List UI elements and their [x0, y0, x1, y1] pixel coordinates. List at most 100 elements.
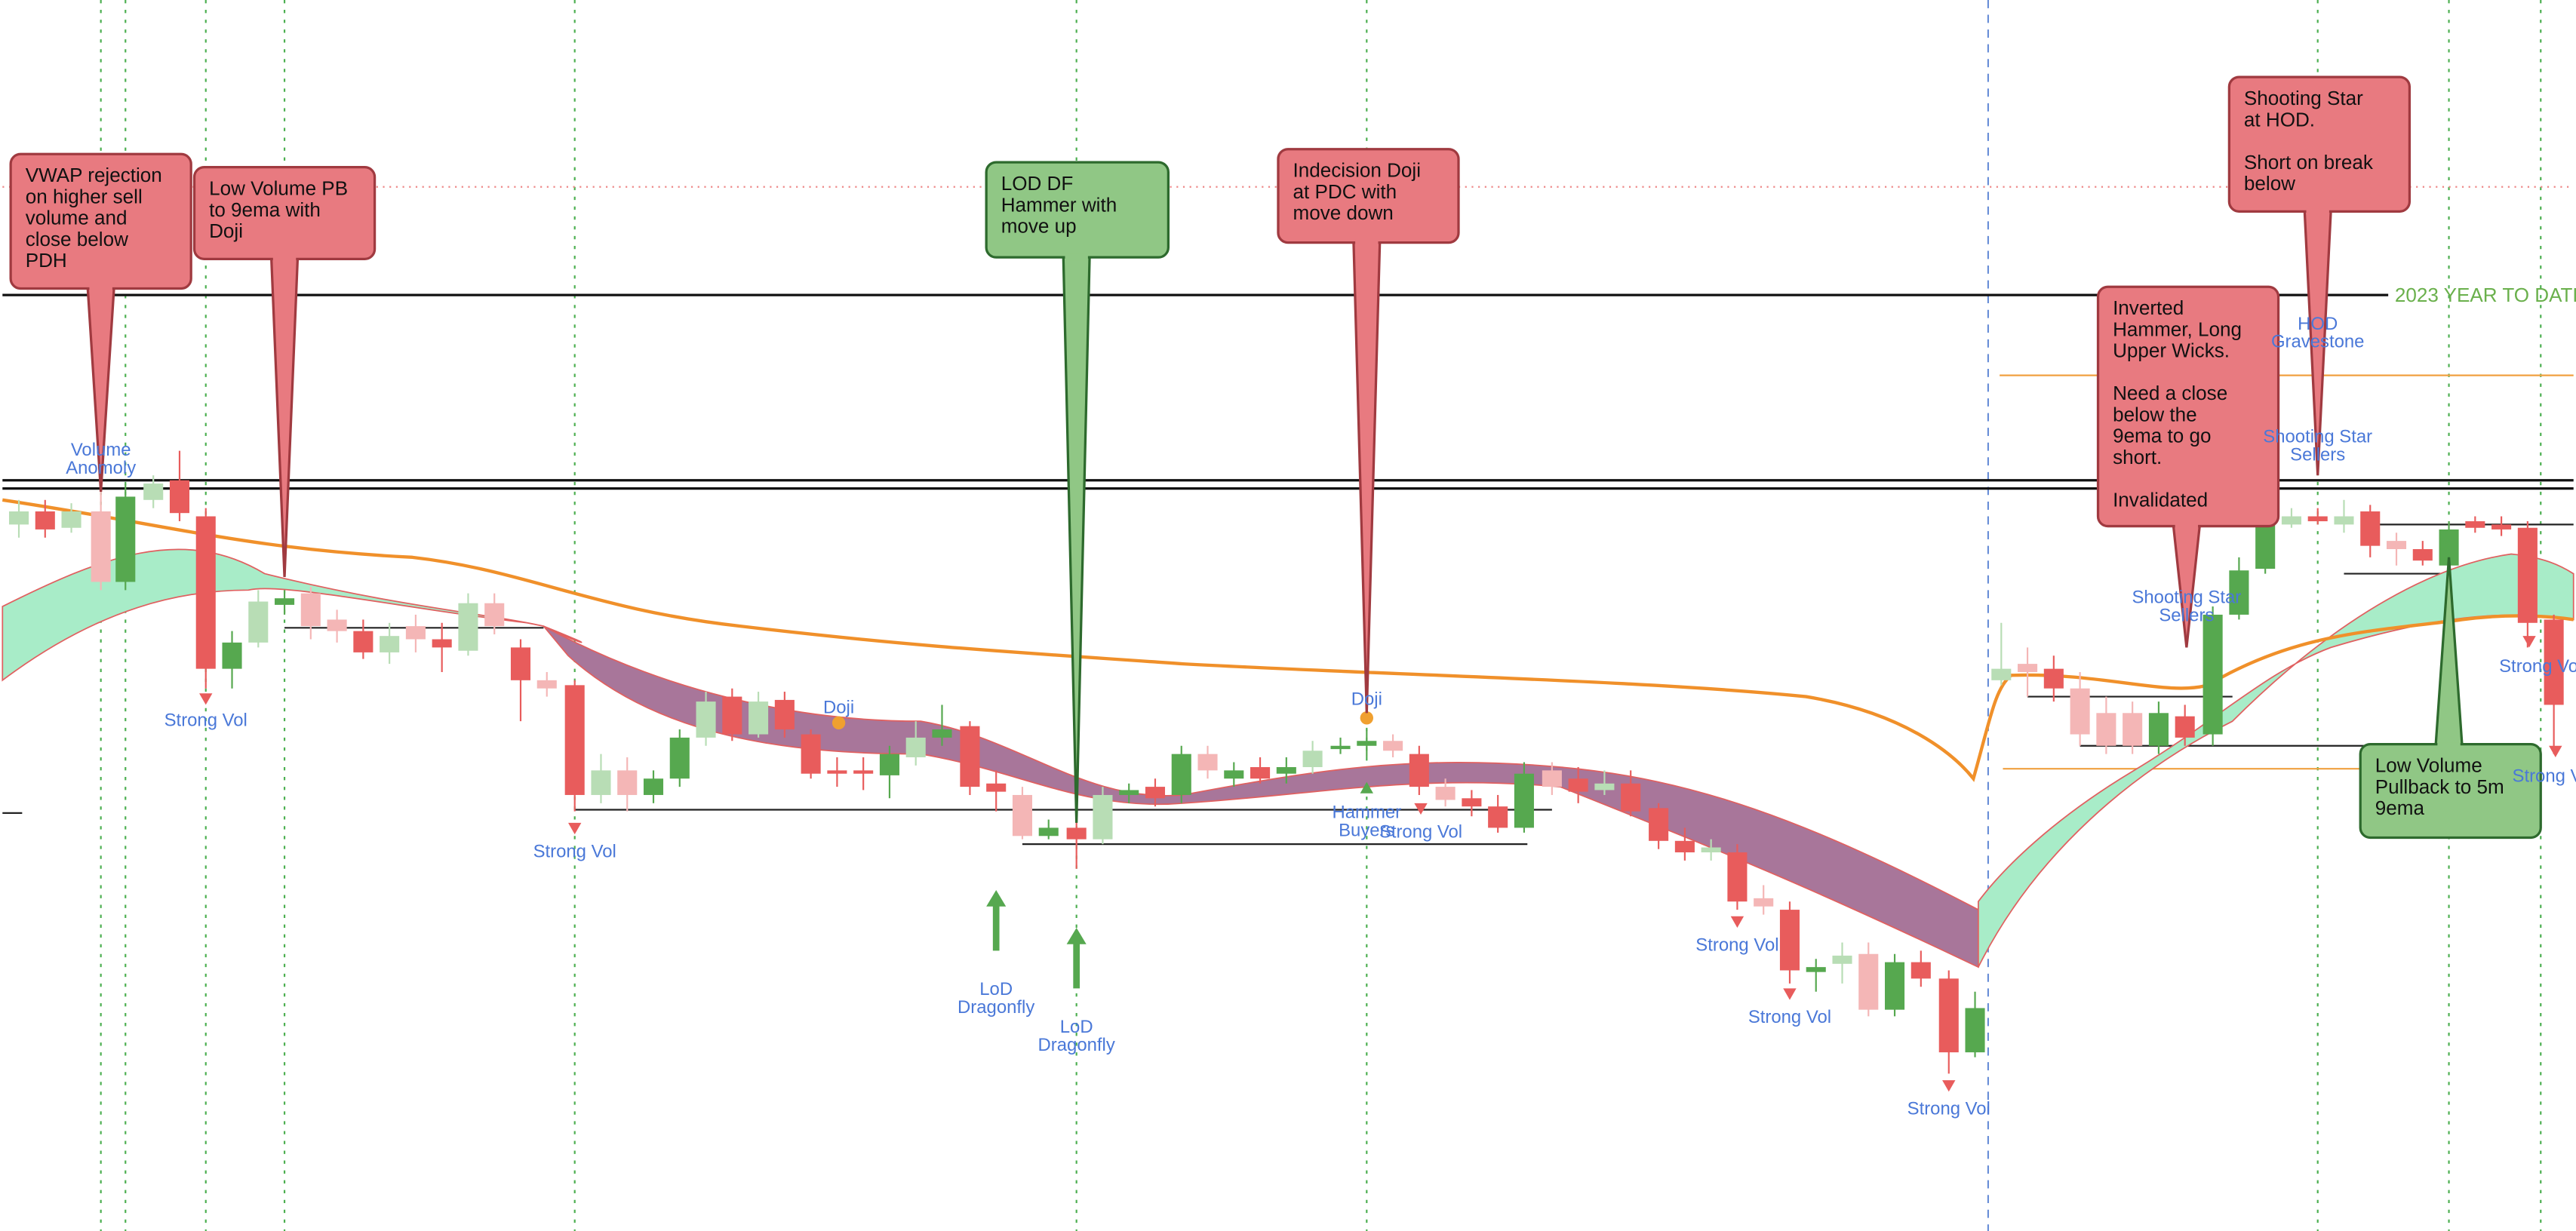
- candle-body: [2334, 516, 2354, 525]
- candle-body: [1012, 794, 1032, 837]
- candle-body: [1701, 847, 1721, 853]
- candle-body: [1330, 745, 1351, 750]
- candle-body: [643, 778, 664, 795]
- callout-text: Hammer, Long: [2113, 318, 2242, 340]
- candle-body: [1858, 953, 1879, 1010]
- candle-body: [1910, 962, 1931, 979]
- candle-body: [353, 631, 373, 652]
- candle-body: [432, 639, 452, 648]
- candle-body: [8, 511, 29, 525]
- callout-text: 9ema to go: [2113, 425, 2211, 447]
- signal-label: Strong Vol: [533, 842, 616, 862]
- candle-body: [1224, 770, 1244, 779]
- doji-dot: [1360, 711, 1374, 725]
- signal-label: Hammer: [1333, 802, 1402, 822]
- candle-body: [1832, 955, 1852, 964]
- candle-body: [1568, 778, 1588, 792]
- candle-body: [986, 783, 1007, 792]
- candle-body: [1145, 787, 1166, 799]
- candle-body: [617, 770, 638, 795]
- signal-label: HOD: [2298, 314, 2338, 334]
- candle-body: [2517, 527, 2538, 623]
- candle-body: [1093, 794, 1113, 840]
- candle-body: [1514, 773, 1534, 828]
- callout-text: on higher sell: [26, 185, 143, 207]
- candle-body: [300, 593, 321, 627]
- candle-body: [1938, 978, 1959, 1053]
- candle-body: [853, 770, 874, 774]
- candle-body: [35, 511, 55, 530]
- candle-body: [458, 603, 478, 651]
- candle-body: [1806, 967, 1826, 972]
- candle-body: [1383, 741, 1403, 751]
- callout-text: Inverted: [2113, 296, 2184, 319]
- candle-body: [722, 696, 742, 735]
- candle-body: [1594, 783, 1615, 790]
- candle-body: [1779, 910, 1800, 971]
- candle-body: [2281, 516, 2301, 525]
- candle-body: [1119, 790, 1139, 795]
- callout-seam: [2437, 742, 2461, 750]
- candle-body: [2307, 516, 2328, 522]
- candle-body: [1302, 751, 1323, 768]
- candle-body: [1621, 783, 1641, 812]
- callout-text: Low Volume: [2375, 754, 2482, 777]
- callout-text: Hammer with: [1001, 193, 1117, 216]
- candle-body: [1649, 808, 1669, 841]
- signal-label: Buyers: [1339, 820, 1394, 840]
- callout-text: Short on break: [2244, 151, 2374, 173]
- candle-body: [1991, 668, 2012, 680]
- callout-text: Indecision Doji: [1293, 159, 1422, 182]
- candle-body: [248, 601, 269, 643]
- candle-body: [696, 701, 716, 738]
- candle-body: [536, 680, 557, 689]
- candle-body: [2412, 548, 2433, 561]
- candle-body: [275, 598, 295, 605]
- callout-text: close below: [26, 228, 128, 250]
- candle-body: [2148, 713, 2169, 746]
- candle-body: [169, 480, 190, 514]
- candle-body: [827, 770, 847, 774]
- signal-label: Sellers: [2159, 606, 2214, 626]
- signal-label: Shooting Star: [2263, 427, 2372, 447]
- callout-text: Shooting Star: [2244, 87, 2363, 109]
- doji-dot: [832, 716, 846, 730]
- candle-body: [2386, 541, 2407, 549]
- candle-body: [2491, 524, 2512, 530]
- candle-body: [774, 699, 795, 730]
- candle-body: [1171, 754, 1191, 795]
- candle-body: [1885, 962, 1905, 1010]
- callout-seam: [272, 256, 297, 262]
- signal-label: Strong Vol: [1748, 1007, 1831, 1027]
- signal-label: Strong Vol: [1379, 821, 1462, 842]
- candle-body: [2360, 511, 2381, 546]
- callout-text: Upper Wicks.: [2113, 339, 2230, 362]
- callout-text: to 9ema with: [209, 198, 321, 221]
- callout-text: at HOD.: [2244, 108, 2315, 130]
- candle-body: [960, 726, 980, 787]
- callout-text: move down: [1293, 201, 1394, 224]
- candle-body: [669, 737, 690, 779]
- callout-text: VWAP rejection: [26, 164, 162, 186]
- signal-label: Strong Vol: [1695, 935, 1778, 955]
- candle-body: [1038, 827, 1059, 837]
- candle-body: [905, 737, 926, 757]
- candle-body: [61, 511, 81, 528]
- candle-body: [2255, 524, 2276, 569]
- candle-body: [801, 734, 821, 774]
- candle-body: [1250, 767, 1271, 779]
- candle-body: [1674, 840, 1695, 853]
- callout-text: Low Volume PB: [209, 177, 348, 200]
- signal-label: Dragonfly: [958, 997, 1034, 1018]
- candle-body: [879, 754, 899, 775]
- signal-label: Doji: [823, 697, 854, 717]
- candle-body: [1197, 754, 1218, 771]
- callout-text: below: [2244, 172, 2295, 195]
- candle-body: [2070, 688, 2090, 735]
- level-label: 2023 YEAR TO DATE: [2395, 284, 2576, 306]
- candle-body: [1066, 827, 1087, 840]
- candle-body: [2465, 521, 2485, 528]
